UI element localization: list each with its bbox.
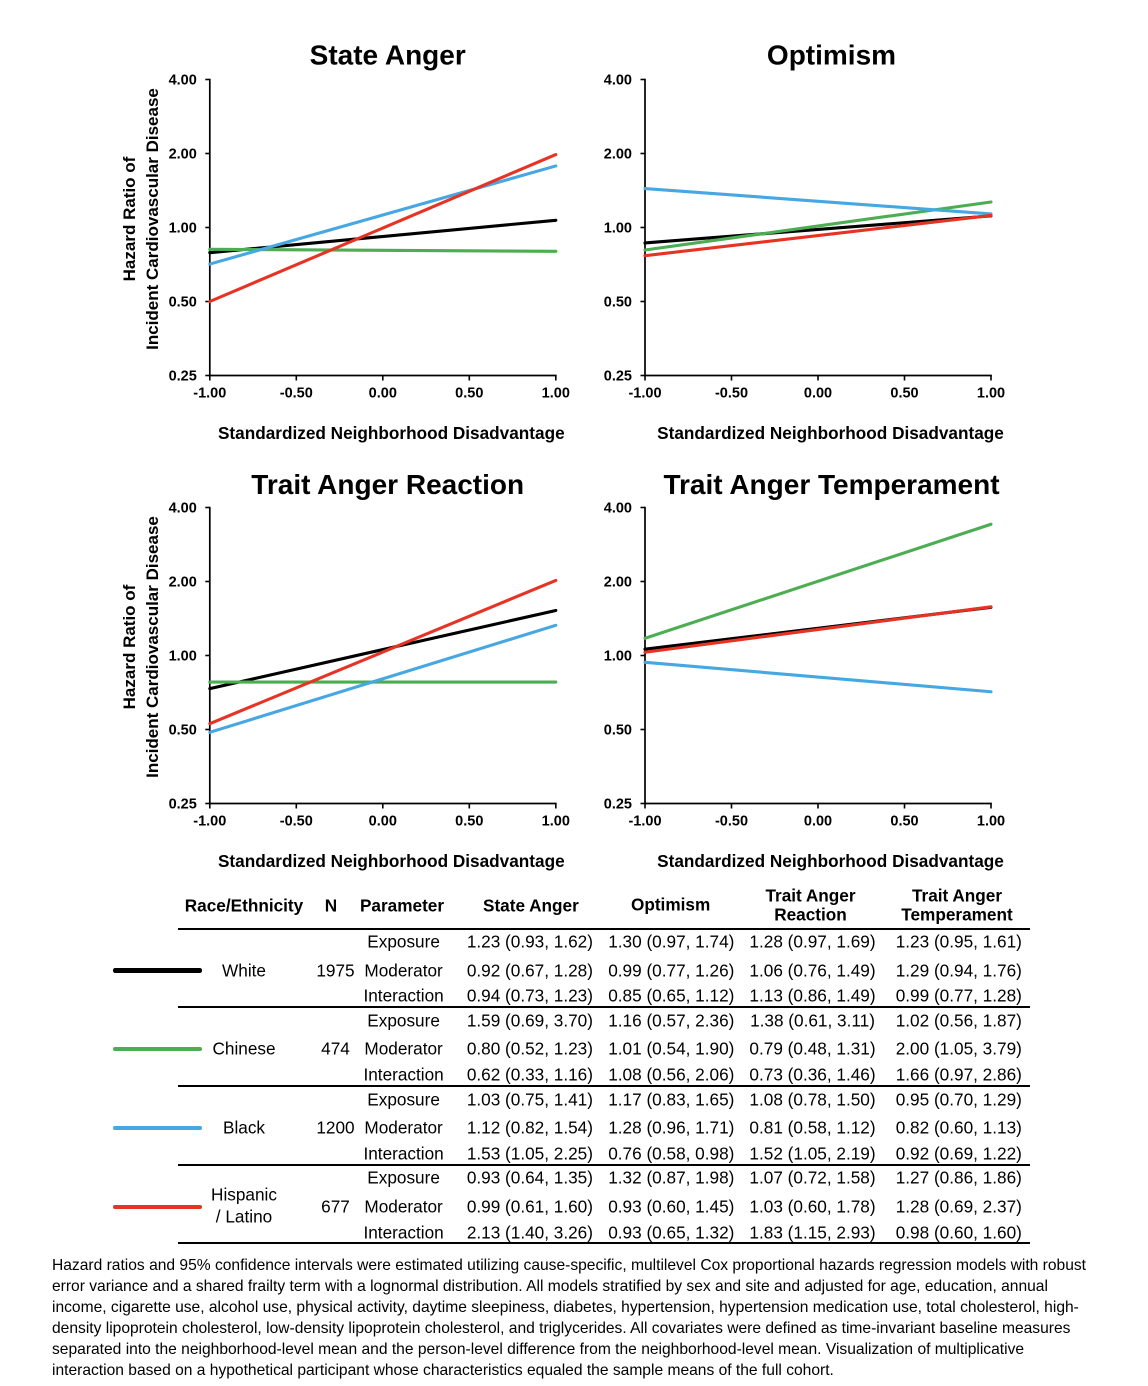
svg-text:0.50: 0.50	[604, 295, 632, 311]
svg-text:1.00: 1.00	[977, 814, 1005, 830]
svg-text:0.50: 0.50	[455, 386, 483, 402]
svg-text:Incident Cardiovascular Diseas: Incident Cardiovascular Disease	[143, 516, 162, 778]
svg-text:1.00: 1.00	[604, 221, 632, 237]
svg-text:0.00: 0.00	[369, 386, 397, 402]
svg-text:1.00: 1.00	[169, 649, 197, 665]
svg-text:0.50: 0.50	[169, 723, 197, 739]
svg-text:Standardized Neighborhood Disa: Standardized Neighborhood Disadvantage	[218, 851, 565, 871]
svg-text:-1.00: -1.00	[193, 386, 226, 402]
svg-text:0.50: 0.50	[890, 814, 918, 830]
svg-text:0.00: 0.00	[369, 814, 397, 830]
svg-text:2.00: 2.00	[604, 575, 632, 591]
svg-text:-0.50: -0.50	[715, 386, 748, 402]
svg-text:4.00: 4.00	[604, 501, 632, 517]
svg-text:Incident Cardiovascular Diseas: Incident Cardiovascular Disease	[143, 88, 162, 350]
svg-text:0.25: 0.25	[169, 369, 197, 385]
svg-text:1.00: 1.00	[542, 814, 570, 830]
svg-text:Standardized Neighborhood Disa: Standardized Neighborhood Disadvantage	[218, 423, 565, 443]
svg-text:-1.00: -1.00	[193, 814, 226, 830]
svg-text:2.00: 2.00	[169, 575, 197, 591]
svg-text:2.00: 2.00	[169, 147, 197, 163]
svg-text:0.50: 0.50	[604, 723, 632, 739]
svg-text:0.00: 0.00	[804, 386, 832, 402]
svg-text:-1.00: -1.00	[628, 814, 661, 830]
svg-text:0.25: 0.25	[604, 369, 632, 385]
svg-text:-0.50: -0.50	[280, 814, 313, 830]
svg-text:Hazard Ratio of: Hazard Ratio of	[120, 156, 139, 281]
svg-text:Trait Anger Temperament: Trait Anger Temperament	[663, 469, 999, 500]
svg-text:1.00: 1.00	[977, 386, 1005, 402]
svg-text:4.00: 4.00	[169, 73, 197, 89]
svg-text:State Anger: State Anger	[310, 40, 466, 71]
svg-text:-1.00: -1.00	[628, 386, 661, 402]
svg-text:1.00: 1.00	[169, 221, 197, 237]
svg-text:0.50: 0.50	[169, 295, 197, 311]
svg-text:Hazard Ratio of: Hazard Ratio of	[120, 584, 139, 709]
svg-text:0.50: 0.50	[455, 814, 483, 830]
svg-text:4.00: 4.00	[169, 501, 197, 517]
svg-text:Optimism: Optimism	[767, 40, 896, 71]
svg-text:0.50: 0.50	[890, 386, 918, 402]
svg-text:0.25: 0.25	[169, 797, 197, 813]
svg-text:0.25: 0.25	[604, 797, 632, 813]
svg-text:Standardized Neighborhood Disa: Standardized Neighborhood Disadvantage	[657, 423, 1004, 443]
svg-text:0.00: 0.00	[804, 814, 832, 830]
svg-text:1.00: 1.00	[542, 386, 570, 402]
svg-text:Trait Anger Reaction: Trait Anger Reaction	[251, 469, 524, 500]
svg-text:-0.50: -0.50	[715, 814, 748, 830]
svg-text:4.00: 4.00	[604, 73, 632, 89]
svg-text:1.00: 1.00	[604, 649, 632, 665]
svg-text:2.00: 2.00	[604, 147, 632, 163]
svg-text:Standardized Neighborhood Disa: Standardized Neighborhood Disadvantage	[657, 851, 1004, 871]
svg-text:-0.50: -0.50	[280, 386, 313, 402]
